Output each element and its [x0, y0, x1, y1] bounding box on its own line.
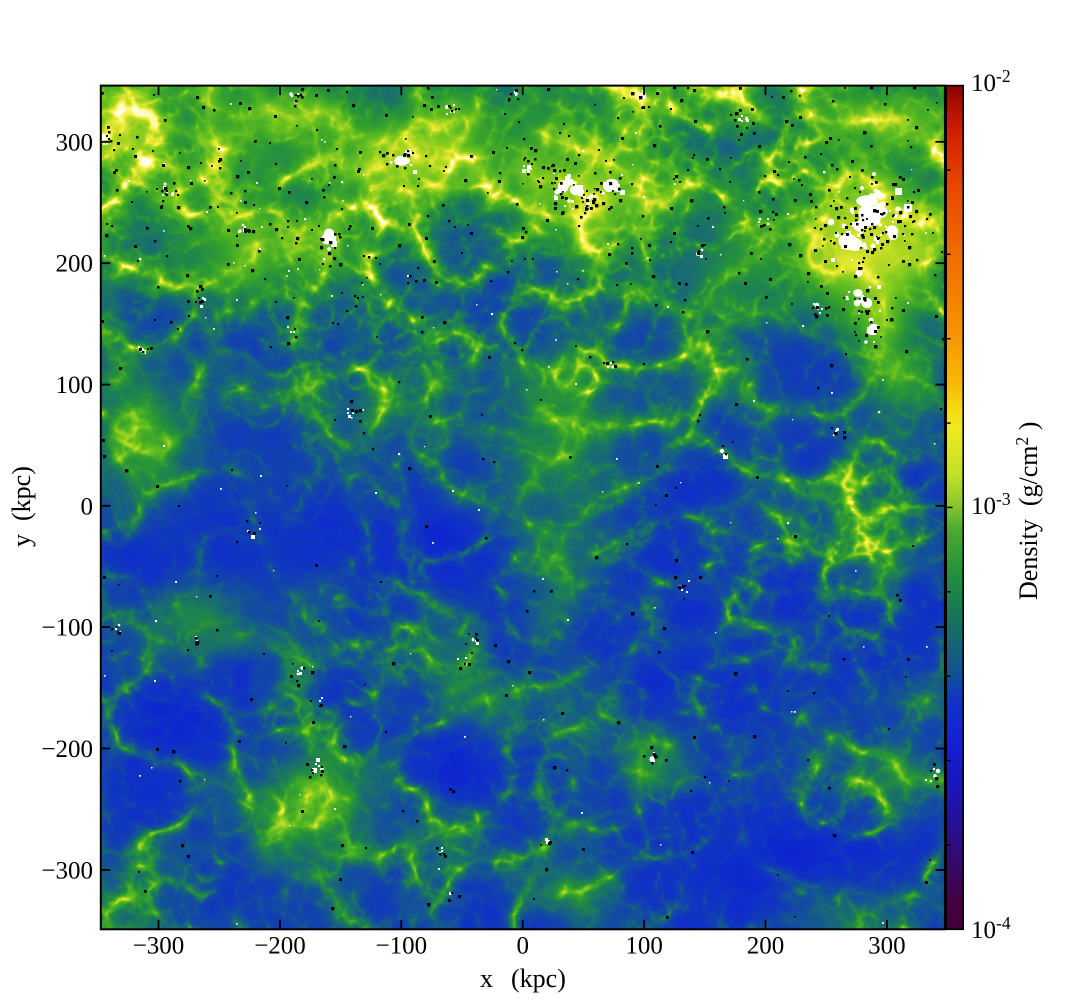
svg-text:300: 300: [56, 129, 94, 156]
svg-text:−100: −100: [41, 615, 93, 642]
svg-text:(kpc): (kpc): [511, 964, 566, 993]
svg-text:−200: −200: [41, 736, 93, 763]
svg-text:−300: −300: [41, 857, 93, 884]
svg-text:−200: −200: [254, 933, 306, 960]
svg-text:100: 100: [56, 372, 94, 399]
svg-text:300: 300: [868, 933, 906, 960]
svg-text:−300: −300: [133, 933, 185, 960]
svg-text:−100: −100: [375, 933, 427, 960]
svg-text:200: 200: [747, 933, 785, 960]
svg-text:200: 200: [56, 251, 94, 278]
svg-text:10-4: 10-4: [971, 913, 1011, 944]
svg-text:x: x: [480, 964, 493, 993]
svg-text:100: 100: [625, 933, 663, 960]
svg-text:10-2: 10-2: [971, 66, 1011, 97]
svg-text:0: 0: [81, 493, 94, 520]
svg-text:y (kpc): y (kpc): [7, 466, 36, 547]
svg-text:0: 0: [516, 933, 529, 960]
svg-text:Density (g/cm2 ): Density (g/cm2 ): [1012, 422, 1043, 600]
svg-text:10-3: 10-3: [971, 489, 1011, 520]
